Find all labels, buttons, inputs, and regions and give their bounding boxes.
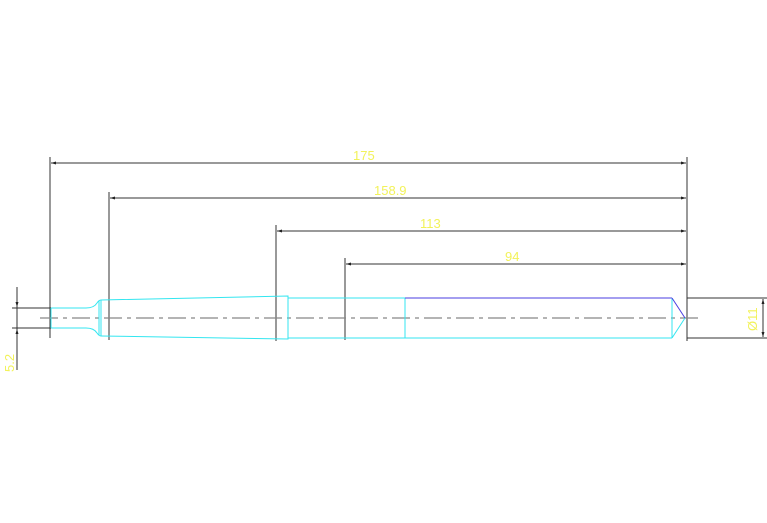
extension-lines <box>12 157 767 341</box>
dim-text-175: 175 <box>353 148 375 163</box>
dim-text-94: 94 <box>505 249 519 264</box>
shaft-outline <box>50 295 686 340</box>
dim-text-158-9: 158.9 <box>374 183 407 198</box>
dim-text-diameter-11: Ø11 <box>745 307 760 331</box>
dimension-lines <box>15 161 765 370</box>
dim-text-113: 113 <box>420 216 441 231</box>
dim-text-5-2: 5.2 <box>2 354 17 372</box>
